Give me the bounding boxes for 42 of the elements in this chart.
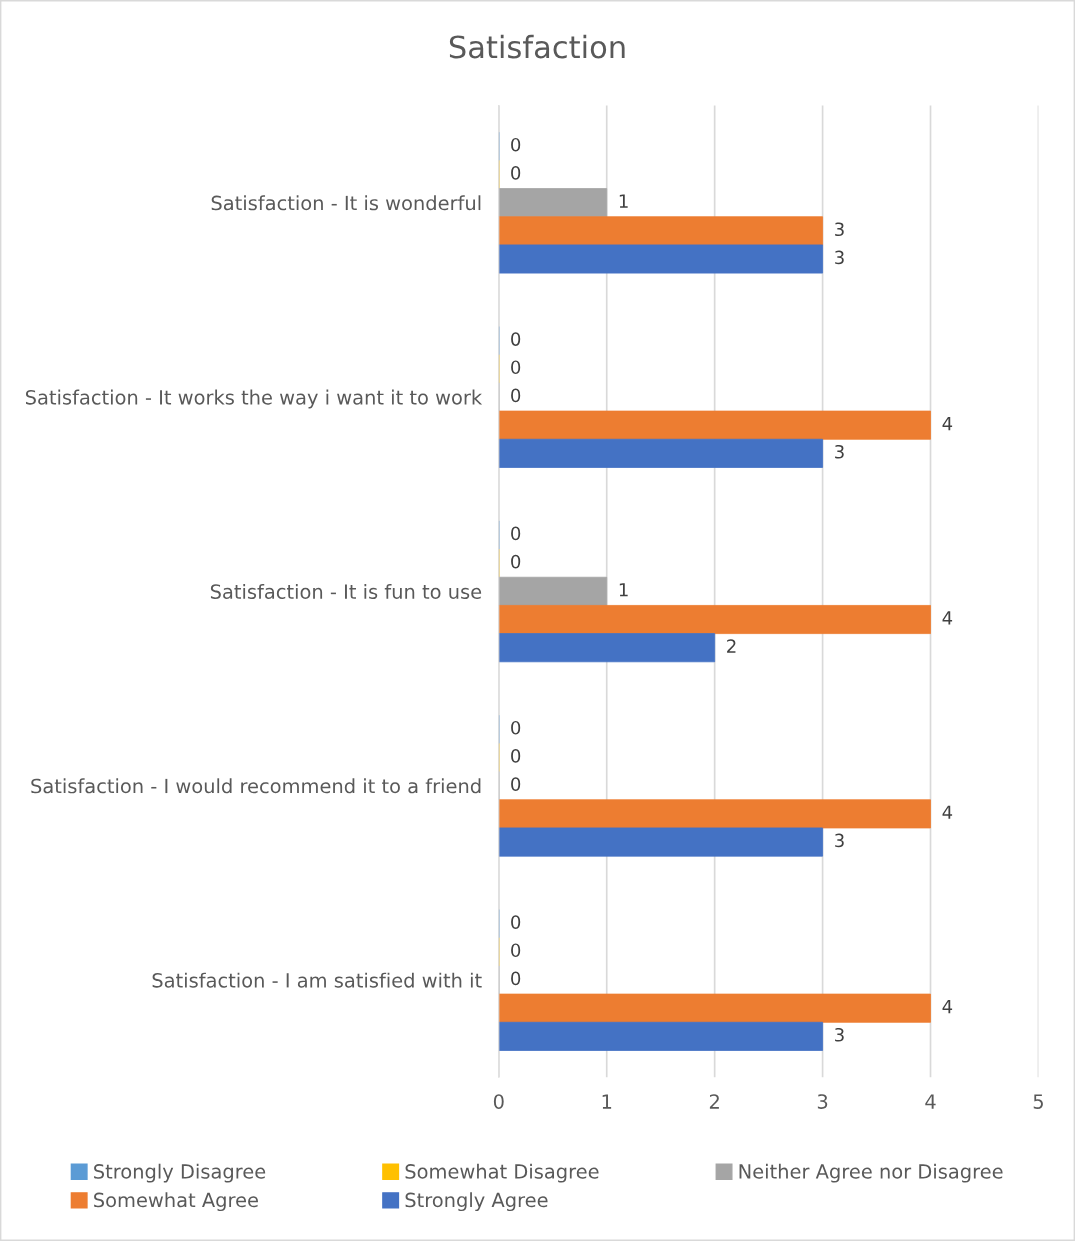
data-label: 0 (511, 720, 521, 735)
data-label: 1 (619, 583, 628, 597)
y-tick-label: Satisfaction - I would recommend it to a friend (31, 778, 481, 794)
data-label: 0 (511, 971, 521, 986)
data-label: 0 (511, 166, 521, 180)
data-label: 0 (511, 388, 521, 403)
data-label: 4 (942, 416, 953, 431)
data-label: 0 (511, 332, 521, 346)
data-label: 0 (511, 360, 521, 375)
data-label: 3 (835, 833, 844, 848)
x-tick-label: 4 (925, 1094, 936, 1109)
data-label: 1 (619, 194, 628, 208)
y-tick-label: Satisfaction - I am satisfied with it (152, 972, 482, 988)
legend-label: Strongly Disagree (94, 1163, 266, 1183)
data-label: 4 (942, 1000, 953, 1014)
y-tick-label: Satisfaction - It works the way i want it to work (25, 389, 483, 409)
data-label: 4 (942, 805, 953, 819)
chart-title: Satisfaction (449, 34, 625, 59)
data-label: 3 (835, 444, 844, 459)
data-label: 0 (511, 526, 521, 541)
data-label: 0 (511, 749, 521, 763)
x-tick-label: 1 (602, 1094, 612, 1109)
x-tick-label: 0 (493, 1094, 504, 1109)
legend-label: Strongly Agree (405, 1192, 548, 1212)
data-label: 4 (942, 611, 953, 625)
data-label: 0 (511, 943, 521, 958)
data-label: 0 (511, 777, 521, 791)
data-label: 3 (835, 222, 844, 237)
x-tick-label: 2 (709, 1094, 719, 1109)
x-tick-label: 5 (1033, 1094, 1043, 1109)
data-label: 0 (511, 915, 521, 929)
legend-label: Somewhat Agree (94, 1192, 258, 1212)
y-tick-label: Satisfaction - It is wonderful (211, 195, 481, 211)
data-label: 0 (511, 137, 521, 152)
data-label: 3 (835, 1027, 844, 1042)
y-tick-label: Satisfaction - It is fun to use (210, 583, 482, 599)
data-label: 0 (511, 554, 521, 569)
data-label: 3 (835, 250, 844, 265)
data-label: 2 (727, 639, 736, 653)
x-tick-label: 3 (817, 1094, 828, 1109)
legend-label: Neither Agree nor Disagree (739, 1163, 1003, 1183)
legend-label: Somewhat Disagree (405, 1163, 599, 1183)
